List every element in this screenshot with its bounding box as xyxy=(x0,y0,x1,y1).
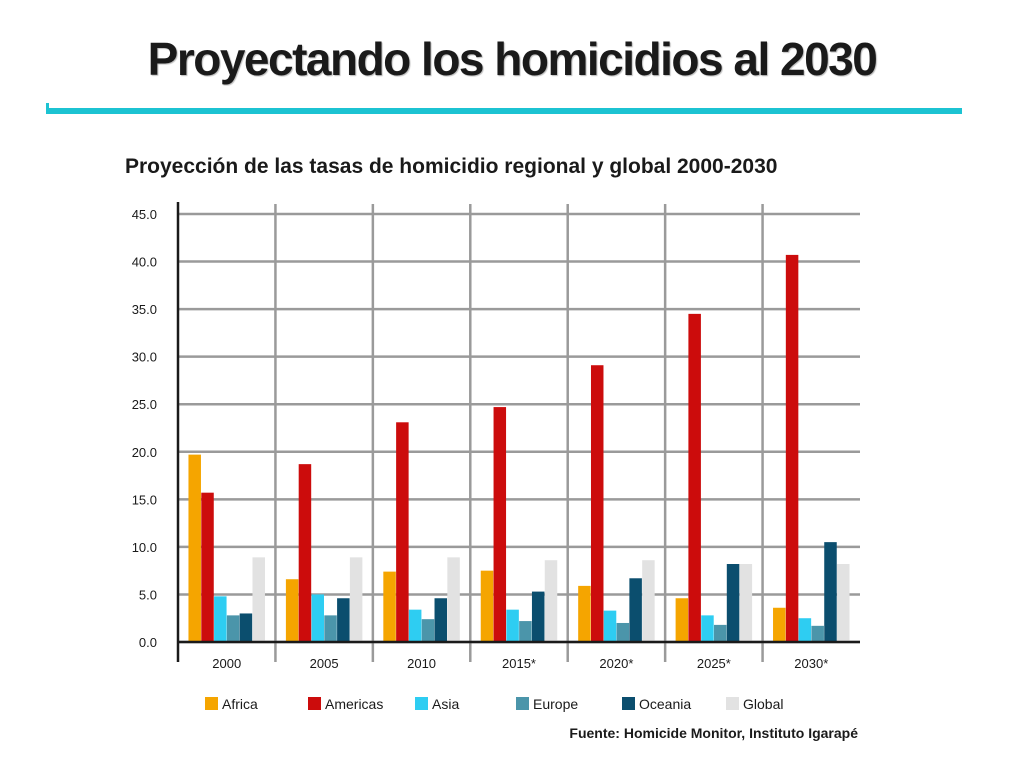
x-tick-label: 2015* xyxy=(502,656,536,671)
bar-asia-2015 xyxy=(506,609,519,642)
bar-global-2030 xyxy=(837,564,850,642)
bar-global-2015 xyxy=(544,560,558,642)
legend-label-americas: Americas xyxy=(325,696,383,712)
y-tick-label: 40.0 xyxy=(132,255,157,270)
bar-africa-2015 xyxy=(480,570,494,642)
legend-label-oceania: Oceania xyxy=(639,696,691,712)
bar-oceania-2030 xyxy=(824,542,837,642)
bar-europe-2030 xyxy=(811,625,824,642)
bar-global-2005 xyxy=(349,557,363,642)
x-tick-label: 2020* xyxy=(599,656,633,671)
source-note: Fuente: Homicide Monitor, Instituto Igar… xyxy=(569,725,858,741)
bar-americas-2020 xyxy=(590,365,604,642)
bar-oceania-2015 xyxy=(531,591,545,642)
bar-oceania-2005 xyxy=(337,598,350,642)
legend-label-africa: Africa xyxy=(222,696,258,712)
bar-oceania-2000 xyxy=(239,613,253,642)
y-tick-label: 10.0 xyxy=(132,540,157,555)
chart-gridlines xyxy=(178,204,860,662)
bar-europe-2000 xyxy=(226,615,240,642)
bar-europe-2025 xyxy=(714,624,727,642)
y-tick-label: 0.0 xyxy=(139,635,157,650)
legend-label-global: Global xyxy=(743,696,783,712)
bar-africa-2025 xyxy=(675,598,689,642)
y-tick-label: 35.0 xyxy=(132,302,157,317)
y-tick-label: 20.0 xyxy=(132,445,157,460)
legend-label-europe: Europe xyxy=(533,696,578,712)
x-tick-label: 2000 xyxy=(212,656,241,671)
bar-global-2010 xyxy=(447,557,460,642)
bar-africa-2005 xyxy=(285,579,299,642)
bar-americas-2005 xyxy=(298,464,312,642)
bar-global-2000 xyxy=(252,557,265,642)
bar-global-2025 xyxy=(739,564,753,642)
bar-oceania-2025 xyxy=(726,564,740,642)
bar-europe-2015 xyxy=(519,621,532,642)
bar-americas-2000 xyxy=(201,492,214,642)
x-tick-label: 2025* xyxy=(697,656,731,671)
bar-americas-2025 xyxy=(688,313,701,642)
bar-africa-2030 xyxy=(773,607,786,642)
y-tick-label: 30.0 xyxy=(132,350,157,365)
legend-label-asia: Asia xyxy=(432,696,459,712)
y-tick-label: 45.0 xyxy=(132,207,157,222)
x-tick-label: 2010 xyxy=(407,656,436,671)
bar-americas-2010 xyxy=(396,422,409,642)
y-tick-label: 25.0 xyxy=(132,397,157,412)
slide-title: Proyectando los homicidios al 2030 xyxy=(147,33,878,85)
legend-swatch-global xyxy=(726,697,739,710)
bar-europe-2005 xyxy=(324,615,337,642)
bar-europe-2020 xyxy=(616,622,630,642)
chart-axes: 0.0 5.0 10.0 15.0 20.0 25.0 30.0 35.0 40.0 45.0 20… xyxy=(132,202,860,671)
bar-asia-2025 xyxy=(701,615,714,642)
chart-legend: Africa Americas Asia Europe Oceania Global xyxy=(205,696,783,712)
bar-global-2020 xyxy=(642,560,655,642)
title-underline xyxy=(46,108,962,114)
bar-asia-2020 xyxy=(603,610,617,642)
legend-swatch-oceania xyxy=(622,697,635,710)
bar-oceania-2010 xyxy=(434,598,448,642)
x-tick-label: 2030* xyxy=(794,656,828,671)
chart-bars xyxy=(188,254,850,643)
bar-asia-2010 xyxy=(408,609,422,642)
y-tick-label: 5.0 xyxy=(139,587,157,602)
legend-swatch-europe xyxy=(516,697,529,710)
bar-asia-2030 xyxy=(798,618,812,642)
bar-oceania-2020 xyxy=(629,578,642,642)
legend-swatch-africa xyxy=(205,697,218,710)
x-tick-label: 2005 xyxy=(310,656,339,671)
bar-asia-2005 xyxy=(311,594,324,642)
bar-americas-2030 xyxy=(785,254,799,643)
bar-asia-2000 xyxy=(214,596,227,642)
bar-europe-2010 xyxy=(421,619,435,642)
chart-title: Proyección de las tasas de homicidio reg… xyxy=(125,155,778,178)
bar-americas-2015 xyxy=(493,407,507,642)
legend-swatch-asia xyxy=(415,697,428,710)
bar-africa-2010 xyxy=(383,571,396,642)
bar-africa-2000 xyxy=(188,454,201,642)
legend-swatch-americas xyxy=(308,697,321,710)
bar-africa-2020 xyxy=(578,585,591,642)
y-tick-label: 15.0 xyxy=(132,492,157,507)
